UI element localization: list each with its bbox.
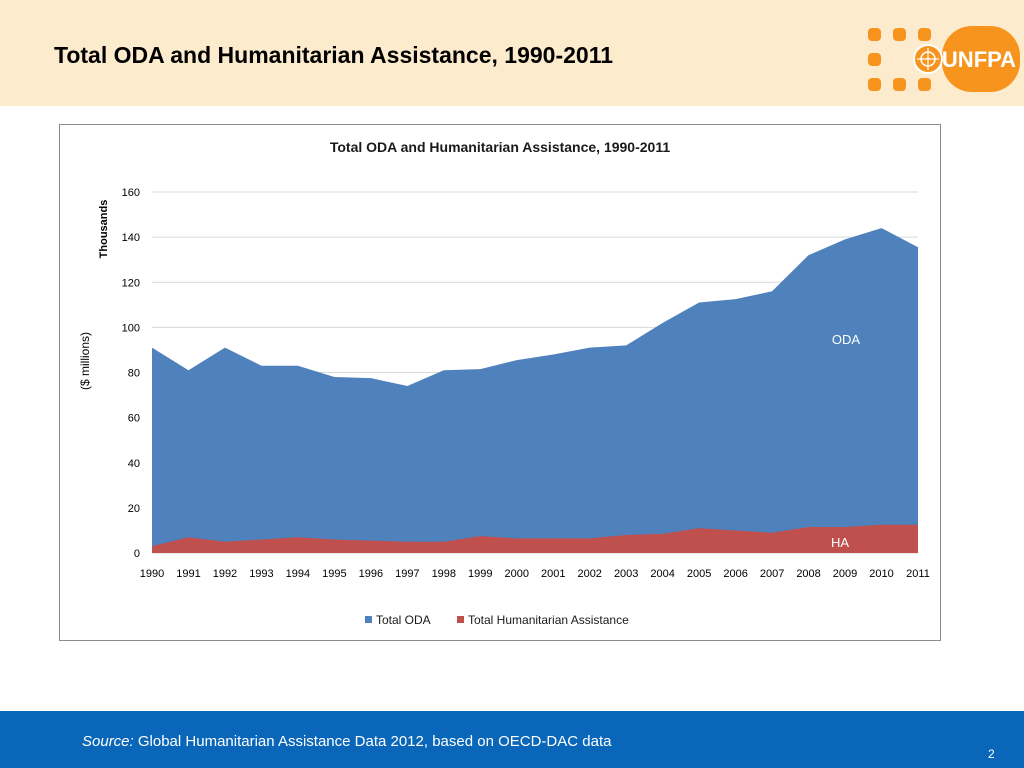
y-tick-label: 100 [122, 322, 140, 334]
oda-series-label: ODA [832, 332, 861, 347]
x-tick-label: 2000 [505, 568, 529, 580]
legend-label-total-oda: Total ODA [376, 613, 431, 627]
x-tick-label: 2005 [687, 568, 711, 580]
area-total-oda [152, 228, 918, 553]
y-tick-label: 160 [122, 187, 140, 199]
source-note: Source: Global Humanitarian Assistance D… [82, 733, 611, 750]
y-tick-label: 40 [128, 458, 140, 470]
x-tick-label: 2006 [723, 568, 747, 580]
series-areas [151, 228, 919, 553]
y-tick-label: 0 [134, 548, 140, 560]
x-tick-label: 2011 [906, 568, 930, 580]
x-tick-label: 1995 [322, 568, 346, 580]
legend-swatch-total-oda [365, 616, 372, 623]
x-tick-label: 2007 [760, 568, 784, 580]
y-tick-label: 120 [122, 277, 140, 289]
x-tick-label: 2002 [577, 568, 601, 580]
y-tick-labels: 0 20 40 60 80 100 120 140 160 [122, 187, 140, 560]
slide-header: Total ODA and Humanitarian Assistance, 1… [0, 0, 1024, 106]
chart-frame: Total ODA and Humanitarian Assistance, 1… [59, 124, 941, 641]
logo-dots [868, 28, 931, 91]
x-tick-label: 2010 [869, 568, 893, 580]
logo-badge [942, 26, 1020, 92]
legend-swatch-total-ha [457, 616, 464, 623]
y-tick-label: 80 [128, 368, 140, 380]
x-tick-label: 1997 [395, 568, 419, 580]
logo-text: UNFPA [942, 47, 1016, 72]
x-tick-label: 1994 [286, 568, 310, 580]
chart-legend: Total ODA Total Humanitarian Assistance [365, 613, 629, 627]
x-tick-label: 2003 [614, 568, 638, 580]
x-tick-label: 1996 [359, 568, 383, 580]
chart-title: Total ODA and Humanitarian Assistance, 1… [330, 139, 670, 155]
source-label: Source: [82, 733, 134, 750]
y-tick-label: 140 [122, 232, 140, 244]
y-tick-label: 20 [128, 503, 140, 515]
x-tick-label: 2004 [650, 568, 674, 580]
slide-footer: Source: Global Humanitarian Assistance D… [0, 711, 1024, 768]
x-tick-label: 2009 [833, 568, 857, 580]
x-tick-labels: 1990 1991 1992 1993 1994 1995 1996 1997 1998 1999… [140, 568, 930, 580]
area-chart: Total ODA and Humanitarian Assistance, 1… [78, 139, 930, 627]
y-unit-label: Thousands [98, 200, 110, 259]
x-tick-label: 2008 [796, 568, 820, 580]
area-total-humanitarian-assistance [152, 524, 918, 553]
x-tick-label: 1993 [249, 568, 273, 580]
source-text: Global Humanitarian Assistance Data 2012… [137, 733, 612, 750]
x-tick-label: 1990 [140, 568, 164, 580]
unfpa-logo: UNFPA [868, 26, 1020, 92]
y-tick-label: 60 [128, 413, 140, 425]
x-tick-label: 1991 [176, 568, 200, 580]
page-number: 2 [988, 747, 995, 761]
y-axis-label: ($ millions) [78, 332, 92, 390]
legend-label-total-ha: Total Humanitarian Assistance [468, 613, 629, 627]
x-tick-label: 1992 [213, 568, 237, 580]
x-tick-label: 1998 [432, 568, 456, 580]
ha-series-label: HA [831, 535, 849, 550]
x-tick-label: 2001 [541, 568, 565, 580]
page-title: Total ODA and Humanitarian Assistance, 1… [54, 42, 614, 68]
x-tick-label: 1999 [468, 568, 492, 580]
